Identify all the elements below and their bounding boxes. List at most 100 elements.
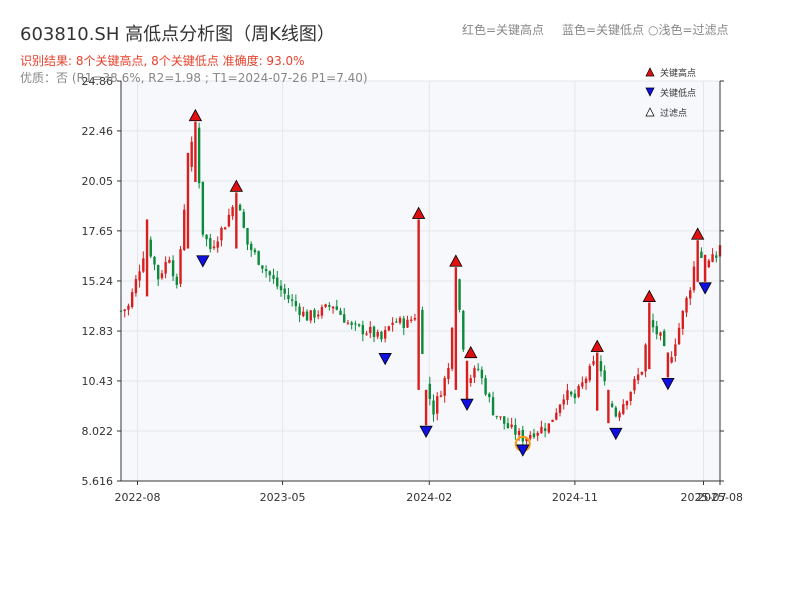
candle-body xyxy=(202,182,204,235)
candle-body xyxy=(150,240,152,257)
candle-body xyxy=(354,323,356,324)
candle-body xyxy=(250,244,252,250)
candle-body xyxy=(436,396,438,413)
candle-body xyxy=(488,394,490,397)
candle-body xyxy=(514,425,516,435)
candle-body xyxy=(596,352,598,410)
candle-body xyxy=(183,210,185,250)
candle-body xyxy=(291,299,293,300)
candle-body xyxy=(507,423,509,428)
candle-body xyxy=(678,328,680,344)
candle-body xyxy=(362,325,364,334)
candle-body xyxy=(157,265,159,279)
candle-body xyxy=(336,306,338,309)
candle-body xyxy=(328,305,330,307)
candle-body xyxy=(715,255,717,257)
y-tick-label: 12.83 xyxy=(82,325,114,338)
candle-body xyxy=(611,404,613,407)
candle-body xyxy=(321,307,323,316)
y-tick-label: 10.43 xyxy=(82,375,114,388)
candle-body xyxy=(127,306,129,310)
candle-body xyxy=(637,375,639,381)
candle-body xyxy=(496,416,498,417)
candle-body xyxy=(477,369,479,370)
candle-body xyxy=(124,309,126,311)
candle-body xyxy=(455,267,457,390)
candle-body xyxy=(432,401,434,415)
candle-body xyxy=(641,372,643,375)
candle-body xyxy=(332,307,334,309)
candle-body xyxy=(484,378,486,394)
candle-body xyxy=(689,290,691,298)
candle-body xyxy=(563,399,565,404)
candle-body xyxy=(287,295,289,299)
candle-body xyxy=(533,433,535,437)
candle-body xyxy=(518,431,520,435)
candle-body xyxy=(544,428,546,431)
candle-body xyxy=(574,394,576,398)
candle-body xyxy=(425,390,427,425)
candle-body xyxy=(164,262,166,274)
legend-label: 关键高点 xyxy=(660,67,696,79)
hollow-circle-icon: ○ xyxy=(648,23,658,37)
candle-body xyxy=(276,277,278,286)
candle-body xyxy=(443,378,445,396)
candle-body xyxy=(306,312,308,321)
candle-body xyxy=(313,310,315,318)
candle-body xyxy=(190,142,192,167)
candle-body xyxy=(187,153,189,249)
candle-body xyxy=(555,413,557,420)
legend-label: 过滤点 xyxy=(660,107,687,119)
candle-body xyxy=(391,323,393,325)
y-tick-label: 8.022 xyxy=(82,425,114,438)
candle-body xyxy=(213,247,215,249)
candle-body xyxy=(451,328,453,369)
candle-body xyxy=(429,384,431,399)
result-summary: 识别结果: 8个关键高点, 8个关键低点 准确度: 93.0% xyxy=(20,52,305,69)
y-tick-label: 22.46 xyxy=(82,125,114,138)
candle-body xyxy=(135,279,137,293)
x-tick-label: 2024-02 xyxy=(406,491,452,504)
candle-body xyxy=(626,401,628,405)
x-tick-label: 2022-08 xyxy=(114,491,160,504)
candle-body xyxy=(246,228,248,245)
candle-body xyxy=(607,390,609,423)
candle-body xyxy=(503,416,505,424)
candle-body xyxy=(447,368,449,379)
candle-body xyxy=(265,269,267,271)
candle-body xyxy=(570,392,572,395)
candle-body xyxy=(373,327,375,337)
candle-body xyxy=(603,370,605,381)
candle-body xyxy=(440,395,442,397)
candle-body xyxy=(295,301,297,306)
candle-body xyxy=(161,273,163,278)
candle-body xyxy=(261,265,263,268)
candle-body xyxy=(347,323,349,324)
candle-body xyxy=(284,289,286,294)
candle-body xyxy=(209,238,211,249)
candle-body xyxy=(615,408,617,417)
candle-body xyxy=(310,310,312,320)
candle-body xyxy=(417,219,419,389)
hint-light-filtered: ○浅色=过滤点 xyxy=(648,21,729,38)
candle-body xyxy=(298,307,300,315)
candle-body xyxy=(670,357,672,362)
y-tick-label: 17.65 xyxy=(82,225,114,238)
candle-body xyxy=(648,303,650,370)
candle-body xyxy=(618,413,620,418)
candle-body xyxy=(633,379,635,390)
candle-body xyxy=(365,333,367,334)
candle-body xyxy=(652,320,654,327)
candle-body xyxy=(711,254,713,262)
candle-body xyxy=(421,310,423,354)
candle-body xyxy=(272,275,274,279)
x-tick-label: 2024-11 xyxy=(552,491,598,504)
candle-body xyxy=(358,324,360,326)
candle-body xyxy=(581,382,583,386)
candle-body xyxy=(566,390,568,400)
x-tick-label: 2025-08 xyxy=(697,491,743,504)
candle-body xyxy=(168,260,170,263)
candle-body xyxy=(388,326,390,330)
candle-body xyxy=(693,267,695,291)
